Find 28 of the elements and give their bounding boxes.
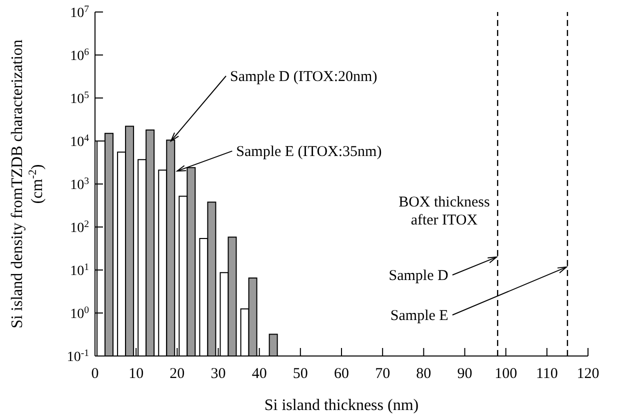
y-tick-label: 10$^{2}$ [70,218,90,236]
y-tick-label: 10$^{1}$ [70,262,90,279]
ref-line-label: Sample D [388,268,448,284]
x-tick-label: 20 [170,366,185,382]
y-tick-label: 10$^{5}$ [70,90,90,107]
y-tick-label: 10$^{6}$ [70,46,90,64]
x-tick-label: 0 [91,366,99,382]
y-tick-label: 10$^{4}$ [70,132,90,150]
ref-line-label: Sample E [390,308,448,324]
x-tick-label: 40 [252,366,267,382]
y-tick-label: 10$^{0}$ [70,304,90,322]
x-tick-label: 10 [128,366,144,382]
x-tick-label: 50 [292,366,308,382]
x-tick-label: 120 [576,366,600,382]
x-tick-label: 30 [210,366,226,382]
x-tick-label: 100 [494,366,518,382]
x-tick-label: 70 [375,366,390,382]
x-tick-label: 60 [334,366,349,382]
y-tick-label: 10$^{7}$ [70,4,90,21]
x-tick-label: 110 [536,366,558,382]
annotation: Sample E (ITOX:35nm) [236,144,382,160]
x-axis-title: Si island thickness (nm) [264,397,419,414]
x-tick-label: 90 [457,366,472,382]
annotation: BOX thickness after ITOX [398,194,490,228]
y-tick-label: 10$^{-1}$ [66,348,90,365]
annotation: Sample D (ITOX:20nm) [230,69,378,85]
y-tick-label: 10$^{3}$ [70,176,90,193]
x-tick-label: 80 [416,366,432,382]
